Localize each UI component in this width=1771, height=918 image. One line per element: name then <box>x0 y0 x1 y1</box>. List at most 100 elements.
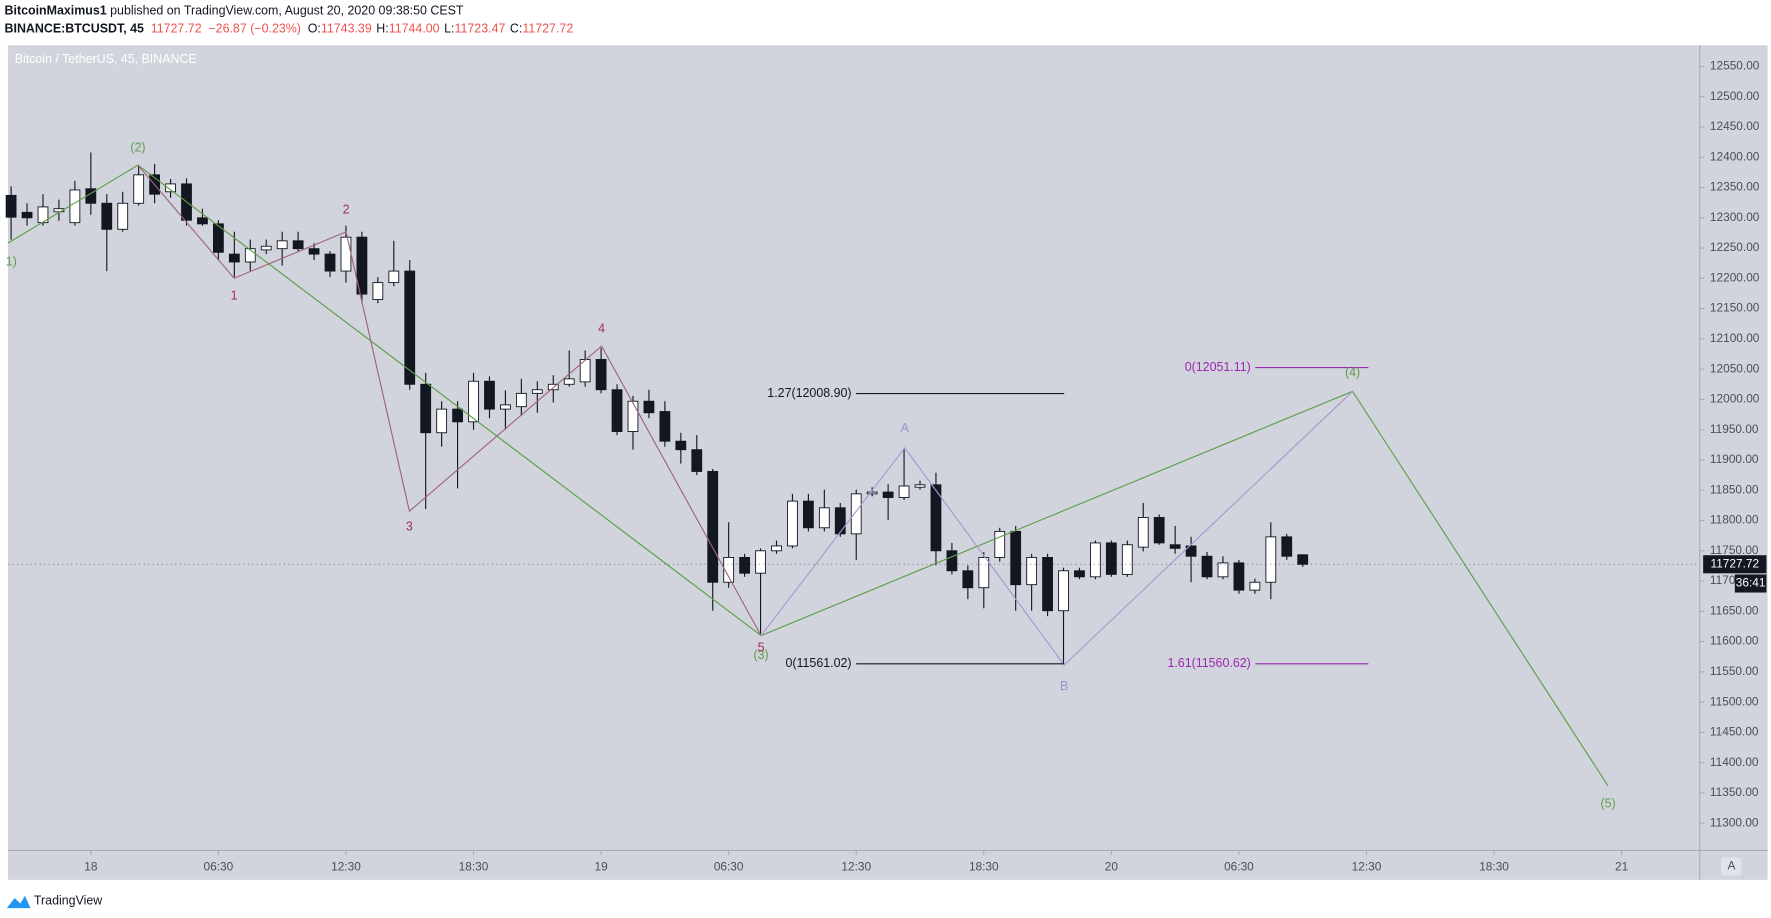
author: BitcoinMaximus1 <box>5 4 107 18</box>
y-tick-label: 11800.00 <box>1710 513 1759 527</box>
y-tick-label: 12200.00 <box>1710 270 1760 284</box>
countdown: 36:41 <box>1736 576 1766 590</box>
wave-label: (2) <box>130 140 145 154</box>
candles <box>5 152 1309 664</box>
candle-body <box>340 236 352 272</box>
wave-labels: 1) (2) (3) (4) (5) 1 2 3 4 5 A B <box>6 140 1616 810</box>
scale-button[interactable] <box>1721 857 1742 876</box>
y-tick-label: 11400.00 <box>1710 755 1759 769</box>
candle-body <box>165 183 176 193</box>
fib-label: 0(11561.02) <box>785 656 851 670</box>
candle-body <box>324 253 336 272</box>
candle-body <box>659 411 671 442</box>
candle-body <box>531 389 543 394</box>
h-label: H: <box>376 22 388 36</box>
x-tick-label: 06:30 <box>204 860 234 874</box>
y-tick-label: 12350.00 <box>1710 180 1760 194</box>
candle-body <box>228 253 240 263</box>
x-tick-label: 21 <box>1615 860 1629 874</box>
x-tick-label: 12:30 <box>1352 860 1382 874</box>
candle-body <box>1137 517 1149 548</box>
wave-label: 1) <box>6 255 17 269</box>
candle-body <box>755 550 766 574</box>
y-tick-label: 11350.00 <box>1710 785 1759 799</box>
last-price-label: 11727.72 <box>1711 556 1760 570</box>
y-tick-label: 11650.00 <box>1710 603 1759 617</box>
x-tick-label: 12:30 <box>841 860 871 874</box>
candle-body <box>117 202 129 230</box>
countdown-box <box>1734 574 1767 593</box>
candle-body <box>771 545 782 552</box>
candle-body <box>818 507 830 529</box>
candle-body <box>914 484 926 488</box>
candle-body <box>388 270 400 284</box>
x-tick-label: 20 <box>1105 860 1119 874</box>
y-tick-label: 11750.00 <box>1710 543 1759 557</box>
scale-button-label[interactable]: A <box>1727 858 1735 872</box>
candle-body <box>1281 536 1293 557</box>
y-tick-label: 11850.00 <box>1710 482 1759 496</box>
candle-body <box>866 491 878 495</box>
x-tick-label: 12:30 <box>331 860 361 874</box>
y-tick-label: 11900.00 <box>1710 452 1759 466</box>
wave-label: 1 <box>231 289 238 303</box>
y-tick-label: 11500.00 <box>1710 694 1759 708</box>
candle-body <box>595 359 607 391</box>
candle-body <box>1249 581 1261 591</box>
wave-label: (4) <box>1345 366 1360 380</box>
candle-body <box>930 484 942 552</box>
header-line1: BitcoinMaximus1 published on TradingView… <box>5 4 464 18</box>
logo-icon <box>6 895 31 909</box>
c: 11727.72 <box>522 22 573 36</box>
candle-body <box>468 380 479 423</box>
y-tick-label: 11950.00 <box>1710 422 1759 436</box>
candle-body <box>515 392 527 408</box>
wave-label: 2 <box>343 203 350 217</box>
candle-body <box>244 248 256 263</box>
candle-body <box>1233 562 1245 591</box>
c-label: C: <box>510 22 522 36</box>
y-tick-label: 12250.00 <box>1710 240 1760 254</box>
candle-body <box>1105 542 1117 575</box>
x-tick-label: 06:30 <box>714 860 744 874</box>
x-tick-label: 19 <box>594 860 608 874</box>
candle-body <box>675 440 687 451</box>
candle-body <box>420 383 432 434</box>
candle-body <box>946 550 958 572</box>
wave-label: (5) <box>1601 796 1616 810</box>
wave-label: 5 <box>758 640 765 654</box>
time-axis <box>7 850 1700 880</box>
fib-label: 0(12051.11) <box>1185 360 1251 374</box>
candle-body <box>802 500 814 529</box>
l-label: L: <box>444 22 454 36</box>
y-tick-label: 11300.00 <box>1710 815 1759 829</box>
y-tick-label: 12400.00 <box>1710 149 1760 163</box>
wave-lavender <box>760 390 1353 666</box>
candle-body <box>1090 542 1101 578</box>
candle-body <box>1026 556 1038 586</box>
change: −26.87 (−0.23%) <box>208 22 301 36</box>
y-tick-label: 11550.00 <box>1710 664 1759 678</box>
candle-body <box>882 491 894 498</box>
x-tick-label: 18 <box>84 860 98 874</box>
candle-body <box>5 194 17 218</box>
candle-body <box>962 570 974 589</box>
candle-body <box>707 471 719 583</box>
candle-body <box>1121 544 1133 575</box>
candle-body <box>1265 536 1277 583</box>
candle-body <box>404 270 416 385</box>
candle-body <box>579 359 591 383</box>
candle-body <box>834 507 846 535</box>
candle-body <box>691 449 703 472</box>
candle-body <box>627 400 639 432</box>
brand: TradingView <box>34 894 102 908</box>
candle-body <box>21 211 33 219</box>
y-tick-label: 12150.00 <box>1710 301 1760 315</box>
candle-body <box>69 189 81 224</box>
wave-label: 4 <box>598 321 605 335</box>
candle-body <box>1058 570 1069 612</box>
o-label: O: <box>308 22 321 36</box>
candle-body <box>1153 517 1165 544</box>
candle-body <box>500 404 511 410</box>
